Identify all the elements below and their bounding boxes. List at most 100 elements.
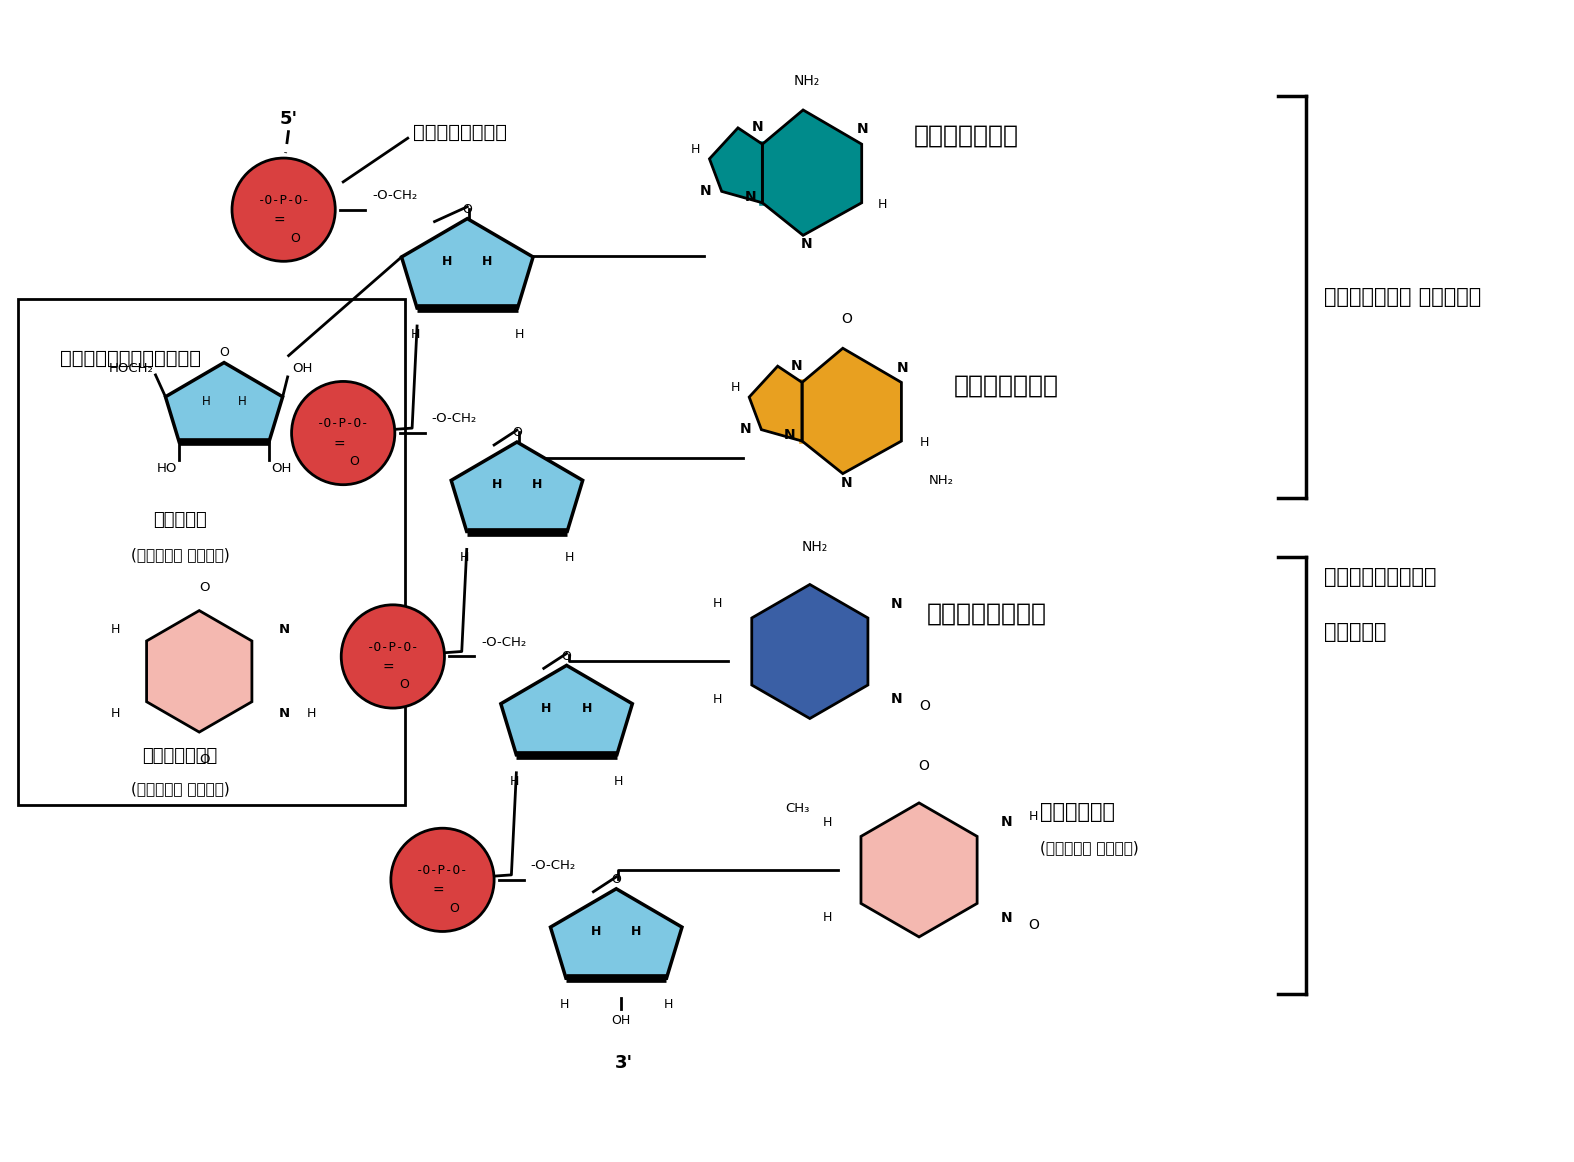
Text: 5': 5' <box>280 110 297 128</box>
Text: =: = <box>334 437 345 451</box>
Text: N: N <box>896 360 908 374</box>
Text: N: N <box>1001 816 1012 830</box>
Text: H: H <box>581 702 592 715</box>
Text: O: O <box>919 759 930 773</box>
Text: O: O <box>290 231 301 244</box>
Text: H: H <box>713 597 722 610</box>
Text: N: N <box>745 189 756 203</box>
Text: 3': 3' <box>615 1054 633 1071</box>
Text: =: = <box>433 884 444 898</box>
Text: -O-P-O-: -O-P-O- <box>258 194 310 207</box>
Text: -O-CH₂: -O-CH₂ <box>371 188 417 202</box>
Text: H: H <box>590 925 601 938</box>
Text: ग्वानीन: ग्वानीन <box>954 373 1059 397</box>
Text: H: H <box>664 998 674 1011</box>
Text: H: H <box>713 693 722 705</box>
Text: H: H <box>919 437 929 450</box>
Text: H: H <box>614 775 623 788</box>
Polygon shape <box>749 366 803 442</box>
Text: H: H <box>411 328 420 340</box>
Text: रिबोज: रिबोज <box>153 511 208 530</box>
Text: O: O <box>349 456 359 468</box>
Text: H: H <box>822 816 831 829</box>
Text: HOCH₂: HOCH₂ <box>109 363 154 375</box>
Text: -O-P-O-: -O-P-O- <box>416 865 469 877</box>
Text: O: O <box>449 902 458 914</box>
Text: N: N <box>740 422 751 436</box>
Text: O: O <box>512 426 523 439</box>
Text: O: O <box>219 346 228 359</box>
Text: थायमीन: थायमीन <box>1040 802 1114 823</box>
Text: H: H <box>565 552 575 565</box>
Text: H: H <box>307 706 316 719</box>
Text: O: O <box>611 873 622 887</box>
Text: -O-CH₂: -O-CH₂ <box>530 859 576 872</box>
Text: पिरिमिडिन: पिरिमिडिन <box>1324 567 1437 587</box>
Text: H: H <box>442 254 452 268</box>
Text: N: N <box>751 121 763 135</box>
Text: H: H <box>532 479 541 492</box>
Polygon shape <box>165 363 283 443</box>
Text: प्युरिन आधारक: प्युरिन आधारक <box>1324 287 1481 307</box>
Text: H: H <box>515 328 524 340</box>
Text: O: O <box>198 581 209 594</box>
Text: N: N <box>841 475 853 489</box>
Circle shape <box>291 381 395 485</box>
Text: -O-CH₂: -O-CH₂ <box>431 413 477 425</box>
Text: OH: OH <box>293 363 313 375</box>
Text: N: N <box>784 428 796 442</box>
Text: HO: HO <box>157 462 178 475</box>
Polygon shape <box>452 442 582 531</box>
Text: N: N <box>279 623 290 636</box>
Text: -O-CH₂: -O-CH₂ <box>482 636 526 648</box>
Text: H: H <box>482 254 493 268</box>
Text: O: O <box>919 700 930 713</box>
Text: H: H <box>878 199 888 211</box>
Text: N: N <box>801 237 812 251</box>
Text: सायटोसीन: सायटोसीन <box>927 602 1047 626</box>
Text: N: N <box>891 693 903 706</box>
Text: (डीएनए मधील): (डीएनए मधील) <box>1040 840 1140 855</box>
Text: फ़ॉस्फेट: फ़ॉस्फेट <box>412 123 507 142</box>
Text: =: = <box>382 661 395 675</box>
Text: -O-P-O-: -O-P-O- <box>316 417 370 430</box>
Polygon shape <box>752 584 867 718</box>
Text: H: H <box>110 623 120 636</box>
Text: H: H <box>510 775 519 788</box>
Text: H: H <box>691 143 700 156</box>
Text: H: H <box>541 702 551 715</box>
Text: H: H <box>730 381 740 394</box>
Polygon shape <box>762 110 861 236</box>
Polygon shape <box>401 218 534 308</box>
Text: H: H <box>238 395 247 408</box>
Text: N: N <box>1001 911 1012 925</box>
Text: =: = <box>274 214 285 228</box>
Text: NH₂: NH₂ <box>801 540 828 554</box>
Text: युरँसील: युरँसील <box>143 747 217 765</box>
Text: H: H <box>559 998 568 1011</box>
Bar <box>17 299 405 805</box>
Text: H: H <box>631 925 642 938</box>
Text: O: O <box>400 679 409 691</box>
Text: N: N <box>700 184 711 198</box>
Polygon shape <box>803 349 902 474</box>
Text: O: O <box>198 753 209 766</box>
Polygon shape <box>710 128 762 203</box>
Circle shape <box>342 605 444 708</box>
Text: -O-P-O-: -O-P-O- <box>367 640 419 654</box>
Polygon shape <box>146 610 252 732</box>
Text: H: H <box>110 706 120 719</box>
Text: O: O <box>562 650 571 662</box>
Text: (आरएनए मधील): (आरएनए मधील) <box>131 781 230 796</box>
Text: H: H <box>460 552 469 565</box>
Text: O: O <box>1028 918 1039 932</box>
Text: H: H <box>822 911 831 924</box>
Text: H: H <box>491 479 502 492</box>
Text: आधारक: आधारक <box>1324 622 1387 641</box>
Text: N: N <box>856 122 869 136</box>
Circle shape <box>231 158 335 261</box>
Text: N: N <box>891 597 903 611</box>
Text: N: N <box>279 706 290 719</box>
Polygon shape <box>501 666 633 755</box>
Text: OH: OH <box>271 462 291 475</box>
